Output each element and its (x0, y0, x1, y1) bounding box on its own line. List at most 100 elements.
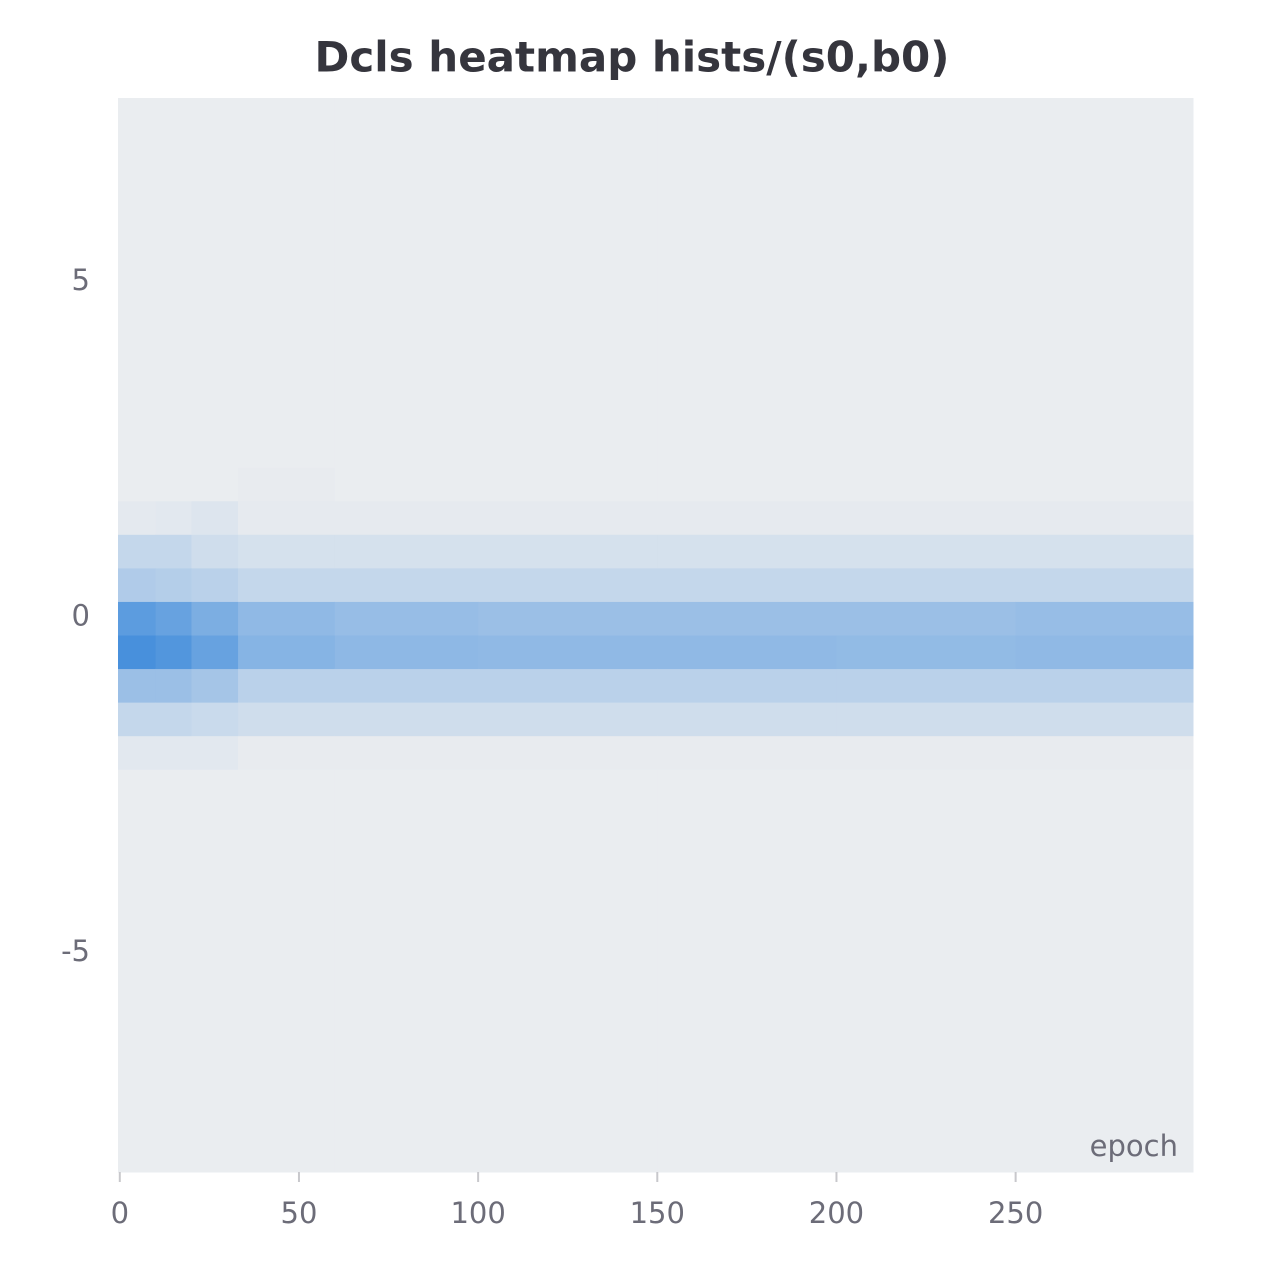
heatmap-cell (1015, 970, 1194, 1005)
heatmap-cell (155, 299, 192, 334)
heatmap-cell (657, 970, 837, 1005)
heatmap-cell (191, 1004, 239, 1039)
heatmap-cell (238, 500, 336, 535)
heatmap-cell (1015, 299, 1194, 334)
heatmap-cell (1015, 735, 1194, 770)
heatmap-cell (238, 802, 336, 837)
heatmap-cell (155, 1071, 192, 1106)
heatmap-cell (478, 937, 658, 972)
heatmap-cell (155, 937, 192, 972)
heatmap-cell (155, 400, 192, 435)
heatmap-cell (118, 735, 157, 770)
heatmap-cell (191, 1104, 239, 1139)
heatmap-cell (1015, 467, 1194, 502)
heatmap-cell (238, 534, 336, 569)
heatmap-cell (155, 198, 192, 233)
heatmap-cell (155, 1104, 192, 1139)
heatmap-cell (1015, 802, 1194, 837)
heatmap-cell (238, 332, 336, 367)
heatmap-cell (118, 500, 157, 535)
heatmap-cell (334, 836, 479, 871)
heatmap-cell (118, 567, 157, 602)
heatmap-cell (657, 668, 837, 703)
x-tick-label: 250 (988, 1196, 1043, 1230)
x-tick-label: 50 (281, 1196, 318, 1230)
heatmap-cell (238, 1037, 336, 1072)
heatmap-cell (118, 635, 157, 670)
heatmap-cell (238, 836, 336, 871)
heatmap-cell (657, 903, 837, 938)
heatmap-cell (118, 903, 157, 938)
heatmap-cell (191, 232, 239, 267)
heatmap-cell (155, 500, 192, 535)
heatmap-cell (836, 601, 1017, 636)
heatmap-cell (238, 98, 336, 133)
heatmap-cell (478, 265, 658, 300)
heatmap-cell (657, 802, 837, 837)
heatmap-cell (191, 198, 239, 233)
heatmap-cell (657, 1104, 837, 1139)
heatmap-cell (334, 1037, 479, 1072)
heatmap-cell (1015, 400, 1194, 435)
heatmap-cell (238, 735, 336, 770)
heatmap-cell (657, 937, 837, 972)
heatmap-cell (155, 366, 192, 401)
heatmap-cell (118, 400, 157, 435)
heatmap-cell (238, 903, 336, 938)
heatmap-cell (334, 937, 479, 972)
heatmap-cell (1015, 265, 1194, 300)
heatmap-cell (118, 668, 157, 703)
heatmap-cell (657, 500, 837, 535)
heatmap-cell (478, 1037, 658, 1072)
heatmap-cell (191, 937, 239, 972)
heatmap-cell (836, 198, 1017, 233)
heatmap-cell (478, 131, 658, 166)
heatmap-cell (155, 702, 192, 737)
heatmap-cell (155, 769, 192, 804)
heatmap-cell (118, 198, 157, 233)
x-tick-label: 200 (809, 1196, 864, 1230)
heatmap-cell (1015, 903, 1194, 938)
heatmap-cell (478, 467, 658, 502)
heatmap-cell (118, 98, 157, 133)
heatmap-cell (191, 165, 239, 200)
heatmap-cell (191, 500, 239, 535)
heatmap-cell (657, 400, 837, 435)
heatmap-cell (334, 232, 479, 267)
heatmap-cell (836, 332, 1017, 367)
heatmap-cell (118, 869, 157, 904)
heatmap-cell (238, 1071, 336, 1106)
heatmap-cell (155, 534, 192, 569)
heatmap-cell (238, 937, 336, 972)
heatmap-cell (478, 702, 658, 737)
heatmap-cell (118, 769, 157, 804)
heatmap-cell (478, 1138, 658, 1173)
heatmap-cell (191, 601, 239, 636)
heatmap-cell (191, 970, 239, 1005)
heatmap-cell (155, 165, 192, 200)
heatmap-cell (118, 366, 157, 401)
heatmap-cell (191, 366, 239, 401)
heatmap-cell (1015, 500, 1194, 535)
heatmap-cell (155, 98, 192, 133)
heatmap-cell (191, 802, 239, 837)
heatmap-cell (155, 836, 192, 871)
heatmap-cell (334, 500, 479, 535)
heatmap-cell (155, 635, 192, 670)
heatmap-cell (238, 567, 336, 602)
x-axis-label: epoch (1090, 1129, 1178, 1163)
heatmap-cell (657, 198, 837, 233)
heatmap-cell (836, 702, 1017, 737)
heatmap-cell (155, 735, 192, 770)
heatmap-cell (155, 970, 192, 1005)
heatmap-cell (238, 131, 336, 166)
heatmap-cell (118, 1037, 157, 1072)
heatmap-cell (238, 265, 336, 300)
heatmap-cell (836, 400, 1017, 435)
heatmap-cell (478, 1071, 658, 1106)
heatmap-cell (1015, 98, 1194, 133)
heatmap-cell (118, 534, 157, 569)
heatmap-cell (238, 467, 336, 502)
heatmap-cell (238, 1138, 336, 1173)
heatmap-cell (118, 299, 157, 334)
